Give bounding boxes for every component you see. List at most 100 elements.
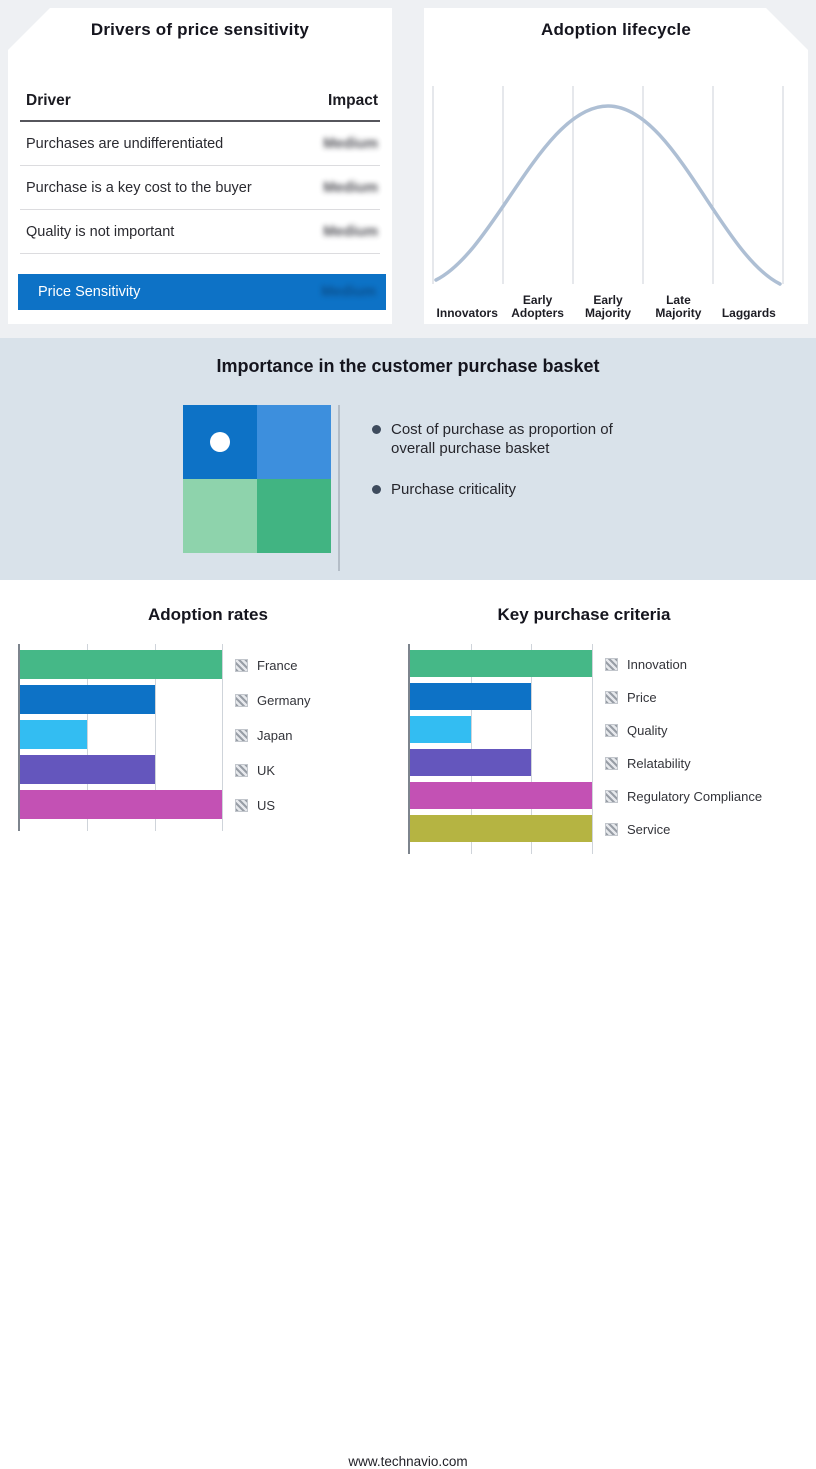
bar-germany [20, 685, 155, 714]
quadrant-cell-top-right [257, 405, 331, 479]
bullet-item: Cost of purchase as proportion of overal… [372, 420, 637, 458]
legend-item: Quality [605, 714, 762, 747]
bullet-text: Cost of purchase as proportion of overal… [391, 421, 613, 457]
driver-cell: Purchase is a key cost to the buyer [26, 179, 252, 196]
legend-label: Quality [627, 723, 668, 738]
key-purchase-criteria-area: Innovation Price Quality Relatability [408, 644, 812, 854]
legend-item: US [235, 788, 310, 823]
adoption-rates-plot [18, 644, 223, 831]
legend-label: Service [627, 822, 671, 837]
driver-cell: Purchases are undifferentiated [26, 135, 224, 152]
impact-cell-redacted: Medium [323, 179, 378, 196]
hatch-swatch-icon [605, 658, 618, 671]
hatch-swatch-icon [605, 790, 618, 803]
impact-cell-redacted: Medium [323, 135, 378, 152]
hatch-swatch-icon [235, 799, 248, 812]
lifecycle-bell-curve [432, 84, 784, 286]
legend-label: Regulatory Compliance [627, 789, 763, 804]
legend-label: Germany [257, 693, 311, 708]
adoption-rates-area: France Germany Japan UK [18, 644, 398, 831]
bar-quality [410, 716, 471, 743]
chart-gridline [154, 644, 156, 831]
bar-row [20, 720, 222, 749]
bar-france [20, 650, 222, 679]
adoption-lifecycle-panel: Adoption lifecycle Innovators Early Adop… [424, 8, 808, 324]
drivers-of-price-sensitivity-panel: Drivers of price sensitivity Driver Impa… [8, 8, 392, 324]
table-row: Purchase is a key cost to the buyer Medi… [20, 166, 380, 210]
legend-label: US [257, 798, 276, 813]
stage-label-laggards: Laggards [721, 306, 776, 320]
bar-row [410, 683, 592, 710]
hatch-swatch-icon [235, 729, 248, 742]
legend-item: Service [605, 813, 762, 846]
basket-quadrant-graphic [183, 405, 331, 553]
lifecycle-chart: Innovators Early Adopters Early Majority… [432, 84, 784, 322]
stage-label-innovators: Innovators [436, 306, 498, 320]
hatch-swatch-icon [605, 757, 618, 770]
key-purchase-criteria-title: Key purchase criteria [497, 605, 671, 624]
adoption-rates-chart: Adoption rates [18, 602, 398, 831]
bar-regulatory-compliance [410, 782, 592, 809]
legend-item: France [235, 648, 310, 683]
chart-gridline [222, 644, 223, 831]
drivers-table: Driver Impact Purchases are undifferenti… [20, 92, 380, 254]
bar-row [410, 749, 592, 776]
drivers-table-header: Driver Impact [20, 92, 380, 122]
quadrant-cell-top-left [183, 405, 257, 479]
column-header-driver: Driver [26, 92, 71, 109]
stage-label-late-majority: Late Majority [655, 293, 702, 320]
hatch-swatch-icon [235, 659, 248, 672]
legend-item: Relatability [605, 747, 762, 780]
bar-service [410, 815, 592, 842]
column-header-impact: Impact [328, 92, 378, 109]
adoption-rates-legend: France Germany Japan UK [235, 644, 310, 831]
bar-row [20, 650, 222, 679]
legend-label: France [257, 658, 298, 673]
legend-item: Innovation [605, 648, 762, 681]
bell-curve-path [436, 106, 780, 284]
bar-row [20, 755, 222, 784]
bullet-item: Purchase criticality [372, 480, 637, 499]
price-sensitivity-label: Price Sensitivity [38, 284, 141, 300]
chart-gridline [87, 644, 89, 831]
bullet-dot-icon [372, 425, 381, 434]
drivers-panel-title: Drivers of price sensitivity [90, 20, 310, 39]
bar-row [20, 790, 222, 819]
bottom-section: Adoption rates [0, 580, 816, 1469]
hatch-swatch-icon [605, 823, 618, 836]
footer-url: www.technavio.com [348, 1454, 468, 1469]
lifecycle-panel-title: Adoption lifecycle [540, 20, 691, 39]
table-row: Purchases are undifferentiated Medium [20, 122, 380, 166]
bullet-dot-icon [372, 485, 381, 494]
bar-relatability [410, 749, 532, 776]
table-row: Quality is not important Medium [20, 210, 380, 254]
purchase-basket-section: Importance in the customer purchase bask… [0, 338, 816, 580]
bar-row [410, 716, 592, 743]
stage-label-early-adopters: Early Adopters [511, 293, 564, 320]
chart-gridline [592, 644, 593, 854]
bar-row [410, 815, 592, 842]
purchase-basket-title: Importance in the customer purchase bask… [216, 356, 600, 376]
top-section: Drivers of price sensitivity Driver Impa… [0, 0, 816, 338]
bar-row [20, 685, 222, 714]
chart-gridline [531, 644, 533, 854]
hatch-swatch-icon [605, 724, 618, 737]
hatch-swatch-icon [235, 764, 248, 777]
price-sensitivity-highlight-row: Price Sensitivity Medium [18, 274, 386, 310]
bar-price [410, 683, 532, 710]
impact-cell-redacted: Medium [323, 223, 378, 240]
bar-innovation [410, 650, 592, 677]
bar-japan [20, 720, 88, 749]
legend-item: Price [605, 681, 762, 714]
legend-item: UK [235, 753, 310, 788]
quadrant-divider-line [338, 405, 340, 571]
key-purchase-criteria-plot [408, 644, 593, 854]
bar-uk [20, 755, 155, 784]
legend-label: Relatability [627, 756, 691, 771]
legend-label: Japan [257, 728, 293, 743]
quadrant-cell-bottom-left [183, 479, 257, 553]
bar-row [410, 650, 592, 677]
key-purchase-criteria-legend: Innovation Price Quality Relatability [605, 644, 762, 854]
legend-item: Regulatory Compliance [605, 780, 762, 813]
driver-cell: Quality is not important [26, 223, 175, 240]
